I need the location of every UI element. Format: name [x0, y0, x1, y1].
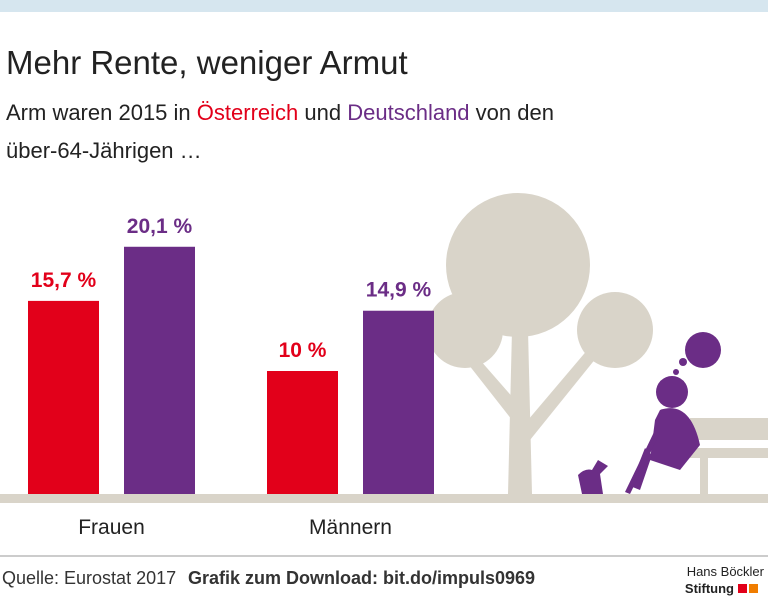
- legend-entry: Deutschland: [347, 100, 469, 125]
- value-label: 10 %: [279, 339, 327, 362]
- subtitle-part: von den: [476, 100, 554, 125]
- subtitle-part: und: [304, 100, 341, 125]
- chart-title: Mehr Rente, weniger Armut: [6, 44, 408, 81]
- logo-line: Hans Böckler: [687, 564, 765, 579]
- bar: [267, 371, 338, 494]
- value-label: 20,1 %: [127, 215, 193, 238]
- logo-line: Stiftung: [685, 581, 734, 596]
- bar: [28, 300, 99, 494]
- value-label: 14,9 %: [366, 279, 432, 302]
- logo-square: [749, 584, 758, 593]
- subtitle-part: Arm waren 2015 in: [6, 100, 191, 125]
- source: Quelle: Eurostat 2017: [2, 568, 176, 588]
- download-link: Grafik zum Download: bit.do/impuls0969: [188, 568, 535, 588]
- subtitle: über-64-Jährigen …: [6, 138, 202, 163]
- bar: [363, 310, 434, 494]
- top-strip: [0, 0, 768, 12]
- logo-square: [738, 584, 747, 593]
- x-tick-label: Männern: [309, 516, 392, 539]
- bar: [124, 246, 195, 494]
- legend-entry: Österreich: [197, 100, 298, 125]
- x-tick-label: Frauen: [78, 516, 145, 539]
- illustration: [0, 193, 768, 503]
- subtitle: Arm waren 2015 in Österreich und Deutsch…: [6, 100, 554, 125]
- value-label: 15,7 %: [31, 269, 97, 292]
